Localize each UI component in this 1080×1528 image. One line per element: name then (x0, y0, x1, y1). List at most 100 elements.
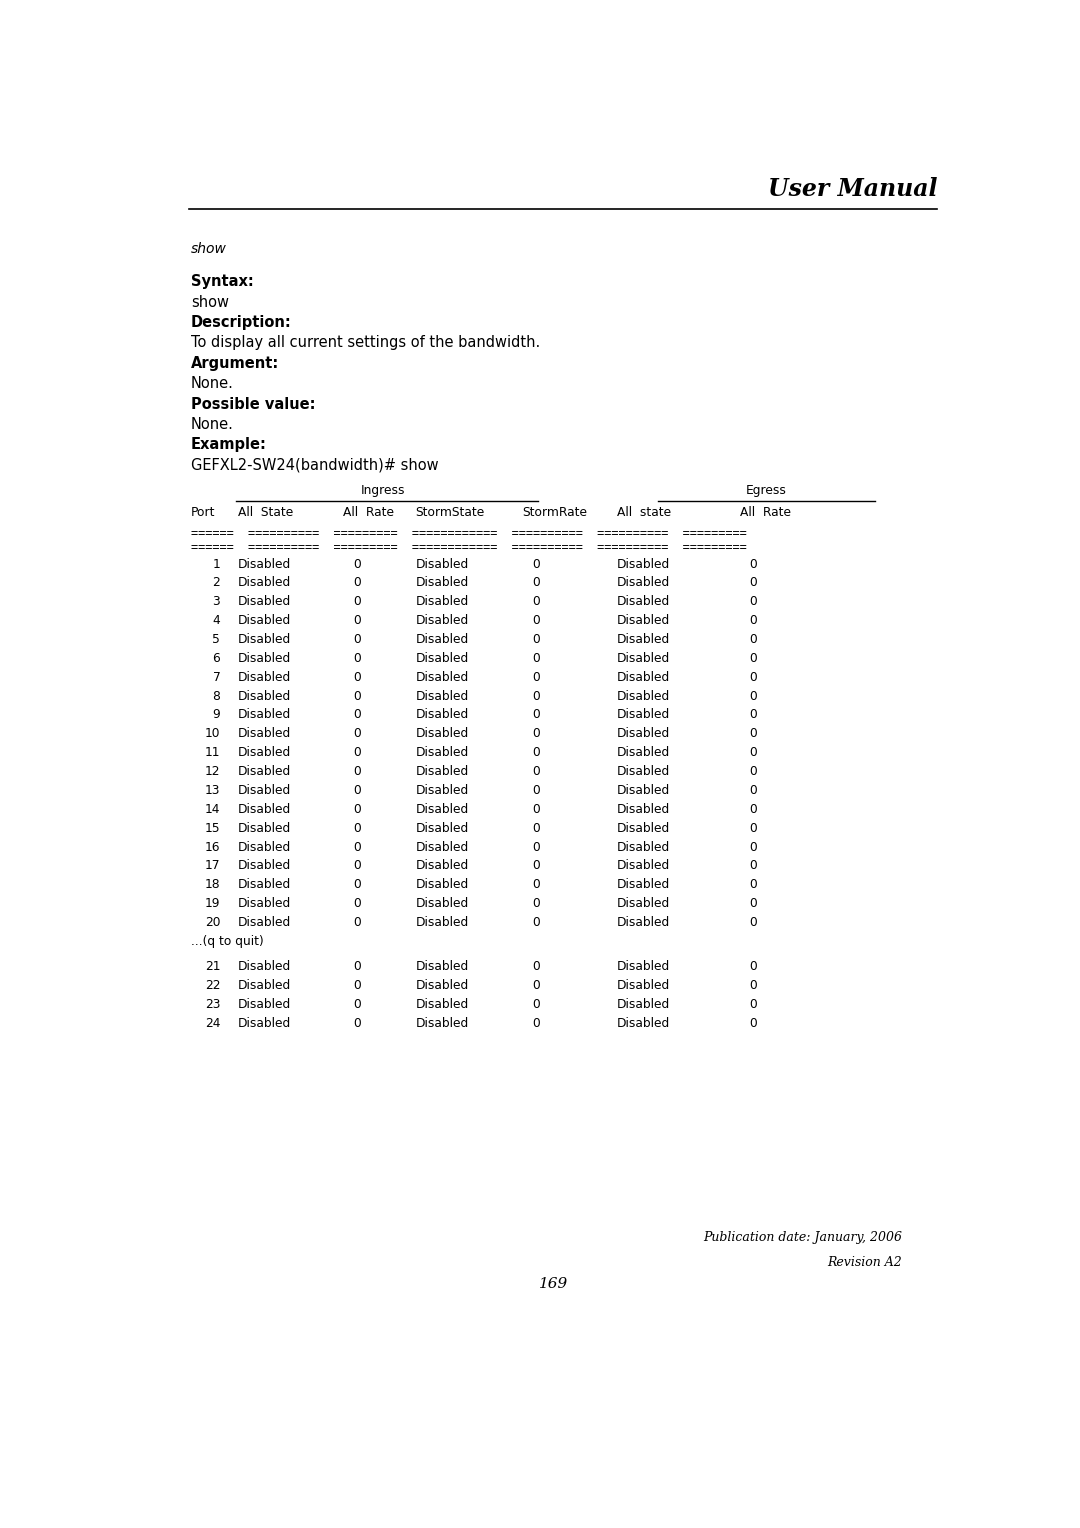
Text: Disabled: Disabled (416, 558, 469, 570)
Text: 11: 11 (205, 746, 220, 759)
Text: Disabled: Disabled (416, 596, 469, 608)
Text: Disabled: Disabled (238, 979, 292, 992)
Text: 0: 0 (353, 746, 361, 759)
Text: Disabled: Disabled (617, 596, 671, 608)
Text: ...(q to quit): ...(q to quit) (191, 935, 264, 947)
Text: 0: 0 (750, 766, 757, 778)
Text: Disabled: Disabled (238, 709, 292, 721)
Text: Disabled: Disabled (416, 727, 469, 741)
Text: 0: 0 (532, 960, 540, 973)
Text: Disabled: Disabled (238, 802, 292, 816)
Text: 0: 0 (750, 614, 757, 626)
Text: Disabled: Disabled (416, 822, 469, 834)
Text: 0: 0 (353, 689, 361, 703)
Text: 0: 0 (532, 915, 540, 929)
Text: Disabled: Disabled (238, 689, 292, 703)
Text: 0: 0 (353, 897, 361, 911)
Text: 0: 0 (532, 1018, 540, 1030)
Text: All  Rate: All Rate (342, 506, 394, 520)
Text: 7: 7 (213, 671, 220, 683)
Text: None.: None. (191, 417, 233, 432)
Text: Disabled: Disabled (617, 633, 671, 646)
Text: Disabled: Disabled (416, 614, 469, 626)
Text: StormRate: StormRate (523, 506, 588, 520)
Text: Disabled: Disabled (617, 784, 671, 798)
Text: Disabled: Disabled (416, 840, 469, 854)
Text: Disabled: Disabled (617, 979, 671, 992)
Text: Disabled: Disabled (617, 897, 671, 911)
Text: Disabled: Disabled (238, 822, 292, 834)
Text: Disabled: Disabled (238, 746, 292, 759)
Text: Disabled: Disabled (416, 979, 469, 992)
Text: Disabled: Disabled (238, 859, 292, 872)
Text: 0: 0 (353, 576, 361, 590)
Text: 0: 0 (532, 576, 540, 590)
Text: Disabled: Disabled (617, 746, 671, 759)
Text: 0: 0 (532, 802, 540, 816)
Text: Disabled: Disabled (238, 915, 292, 929)
Text: Argument:: Argument: (191, 356, 279, 371)
Text: Disabled: Disabled (617, 859, 671, 872)
Text: None.: None. (191, 376, 233, 391)
Text: 0: 0 (750, 802, 757, 816)
Text: 0: 0 (750, 784, 757, 798)
Text: All  Rate: All Rate (740, 506, 791, 520)
Text: 0: 0 (532, 614, 540, 626)
Text: 0: 0 (532, 652, 540, 665)
Text: Disabled: Disabled (416, 766, 469, 778)
Text: 0: 0 (750, 998, 757, 1012)
Text: 0: 0 (532, 727, 540, 741)
Text: 0: 0 (532, 879, 540, 891)
Text: 0: 0 (532, 840, 540, 854)
Text: 0: 0 (532, 897, 540, 911)
Text: Disabled: Disabled (416, 802, 469, 816)
Text: 0: 0 (532, 596, 540, 608)
Text: Disabled: Disabled (617, 766, 671, 778)
Text: 10: 10 (205, 727, 220, 741)
Text: 15: 15 (204, 822, 220, 834)
Text: 12: 12 (205, 766, 220, 778)
Text: 0: 0 (353, 1018, 361, 1030)
Text: Disabled: Disabled (416, 746, 469, 759)
Text: Disabled: Disabled (238, 596, 292, 608)
Text: Disabled: Disabled (416, 784, 469, 798)
Text: Example:: Example: (191, 437, 267, 452)
Text: Disabled: Disabled (617, 879, 671, 891)
Text: 24: 24 (205, 1018, 220, 1030)
Text: 0: 0 (353, 802, 361, 816)
Text: 0: 0 (750, 576, 757, 590)
Text: 22: 22 (205, 979, 220, 992)
Text: Disabled: Disabled (617, 614, 671, 626)
Text: Disabled: Disabled (416, 689, 469, 703)
Text: GEFXL2-SW24(bandwidth)# show: GEFXL2-SW24(bandwidth)# show (191, 458, 438, 472)
Text: Disabled: Disabled (238, 1018, 292, 1030)
Text: 17: 17 (205, 859, 220, 872)
Text: Disabled: Disabled (617, 960, 671, 973)
Text: 0: 0 (532, 709, 540, 721)
Text: 0: 0 (353, 998, 361, 1012)
Text: Disabled: Disabled (617, 558, 671, 570)
Text: Egress: Egress (746, 484, 787, 498)
Text: Disabled: Disabled (617, 915, 671, 929)
Text: ======  ==========  =========  ============  ==========  ==========  =========: ====== ========== ========= ============… (191, 541, 746, 553)
Text: Disabled: Disabled (238, 879, 292, 891)
Text: 13: 13 (205, 784, 220, 798)
Text: Disabled: Disabled (416, 915, 469, 929)
Text: All  state: All state (617, 506, 671, 520)
Text: 0: 0 (750, 746, 757, 759)
Text: 0: 0 (750, 859, 757, 872)
Text: Publication date: January, 2006: Publication date: January, 2006 (703, 1232, 902, 1244)
Text: 0: 0 (353, 915, 361, 929)
Text: 0: 0 (353, 879, 361, 891)
Text: 0: 0 (750, 960, 757, 973)
Text: Disabled: Disabled (238, 784, 292, 798)
Text: 0: 0 (532, 784, 540, 798)
Text: 0: 0 (532, 746, 540, 759)
Text: Disabled: Disabled (238, 998, 292, 1012)
Text: 0: 0 (532, 979, 540, 992)
Text: Disabled: Disabled (238, 652, 292, 665)
Text: 0: 0 (750, 652, 757, 665)
Text: 0: 0 (532, 633, 540, 646)
Text: 5: 5 (213, 633, 220, 646)
Text: 0: 0 (532, 689, 540, 703)
